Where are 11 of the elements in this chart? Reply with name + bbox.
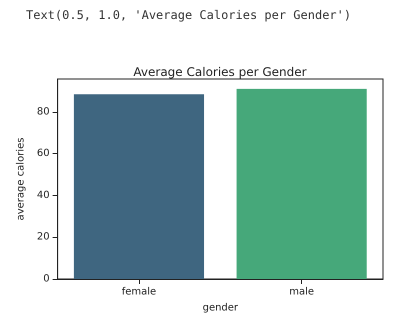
- y-axis-title: average calories: [16, 138, 26, 220]
- y-tick-label: 20: [36, 232, 50, 243]
- x-tick-label: male: [289, 286, 314, 298]
- y-tick-label: 0: [43, 274, 50, 284]
- x-tick-label: female: [122, 286, 156, 298]
- chart-title: Average Calories per Gender: [133, 65, 307, 79]
- y-tick-label: 80: [36, 106, 50, 118]
- y-tick-label: 60: [36, 148, 50, 160]
- x-axis-title: gender: [202, 302, 239, 314]
- y-tick-label: 40: [36, 190, 50, 201]
- text: Text(0.5, 1.0, 'Average Calories per Gender'): [26, 8, 352, 22]
